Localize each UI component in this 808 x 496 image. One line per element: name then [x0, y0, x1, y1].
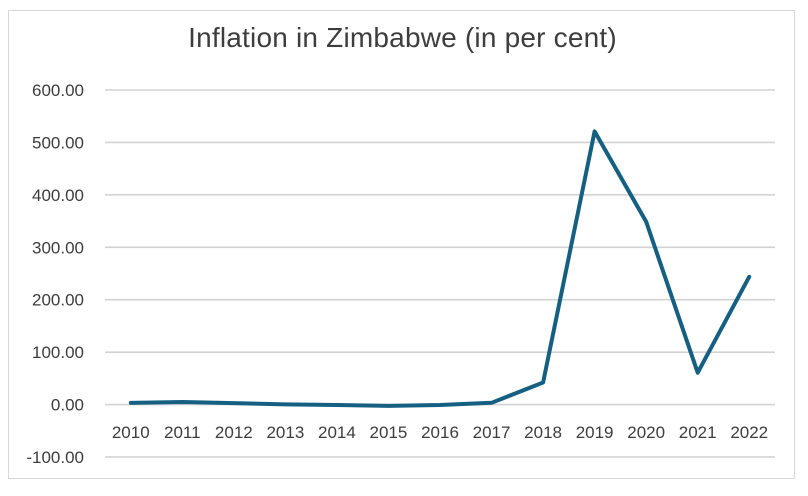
y-tick-label: 100.00 [32, 343, 84, 362]
x-tick-label: 2021 [679, 423, 717, 442]
x-tick-label: 2011 [164, 423, 201, 442]
y-tick-label: 200.00 [32, 291, 84, 310]
x-tick-label: 2012 [215, 423, 253, 442]
y-tick-label: -100.00 [26, 448, 84, 467]
y-tick-label: 600.00 [32, 81, 84, 100]
x-tick-label: 2013 [266, 423, 304, 442]
y-tick-label: 400.00 [32, 186, 84, 205]
x-tick-label: 2018 [524, 423, 562, 442]
x-tick-label: 2014 [318, 423, 356, 442]
x-tick-label: 2019 [576, 423, 614, 442]
x-tick-label: 2022 [730, 423, 768, 442]
x-tick-label: 2017 [473, 423, 511, 442]
y-tick-label: 0.00 [51, 396, 84, 415]
x-tick-label: 2016 [421, 423, 459, 442]
x-tick-label: 2020 [627, 423, 665, 442]
chart-title: Inflation in Zimbabwe (in per cent) [188, 22, 617, 53]
inflation-line [128, 129, 752, 408]
x-tick-label: 2015 [370, 423, 408, 442]
y-tick-label: 300.00 [32, 238, 84, 257]
y-tick-label: 500.00 [32, 133, 84, 152]
x-tick-label: 2010 [112, 423, 150, 442]
